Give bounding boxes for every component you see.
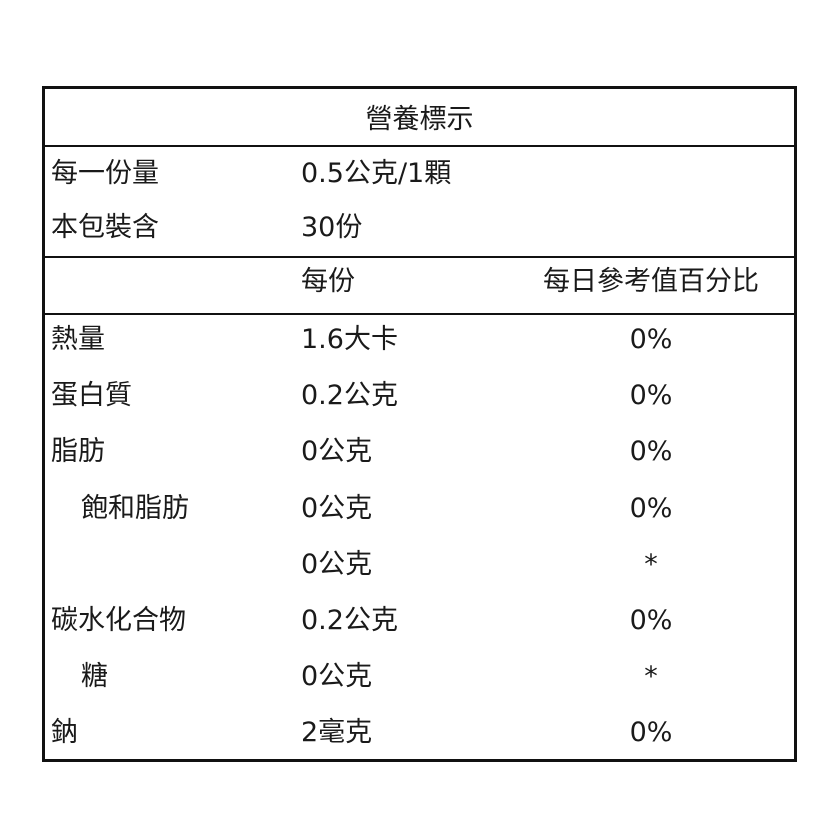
- daily-value: *: [644, 661, 658, 693]
- nutrient-amount: 0公克: [301, 492, 373, 524]
- daily-value: 0%: [629, 492, 673, 524]
- nutrient-amount: 0.2公克: [301, 605, 398, 636]
- divider: [45, 256, 794, 258]
- nutrient-amount: 1.6大卡: [301, 324, 398, 355]
- title: 營養標示: [365, 104, 474, 135]
- nutrient-name: 糖: [81, 661, 108, 693]
- column-header: 每日參考值百分比: [543, 266, 759, 297]
- nutrient-name: 蛋白質: [51, 380, 132, 412]
- serving-value: 30份: [301, 212, 363, 243]
- nutrient-name: 鈉: [51, 717, 78, 749]
- serving-value: 0.5公克/1顆: [301, 158, 452, 189]
- divider: [45, 145, 794, 147]
- column-header: 每份: [301, 266, 355, 297]
- serving-label: 每一份量: [51, 158, 159, 189]
- nutrition-label: 營養標示 每一份量 0.5公克/1顆本包裝含 30份每份 每日參考值百分比熱量 1.6大…: [42, 86, 797, 762]
- nutrient-amount: 0公克: [301, 548, 373, 580]
- daily-value: *: [644, 548, 658, 580]
- nutrient-amount: 0公克: [301, 436, 373, 468]
- daily-value: 0%: [629, 380, 673, 412]
- nutrient-name: 脂肪: [51, 436, 105, 468]
- nutrient-amount: 0.2公克: [301, 380, 398, 412]
- nutrient-amount: 0公克: [301, 661, 373, 693]
- nutrient-name: 熱量: [51, 324, 105, 355]
- divider: [45, 313, 794, 315]
- nutrient-name: 飽和脂肪: [81, 492, 189, 524]
- daily-value: 0%: [629, 717, 673, 749]
- daily-value: 0%: [629, 324, 673, 355]
- daily-value: 0%: [629, 605, 673, 636]
- serving-label: 本包裝含: [51, 212, 159, 243]
- nutrient-name: 碳水化合物: [51, 605, 186, 636]
- daily-value: 0%: [629, 436, 673, 468]
- nutrient-amount: 2毫克: [301, 717, 373, 749]
